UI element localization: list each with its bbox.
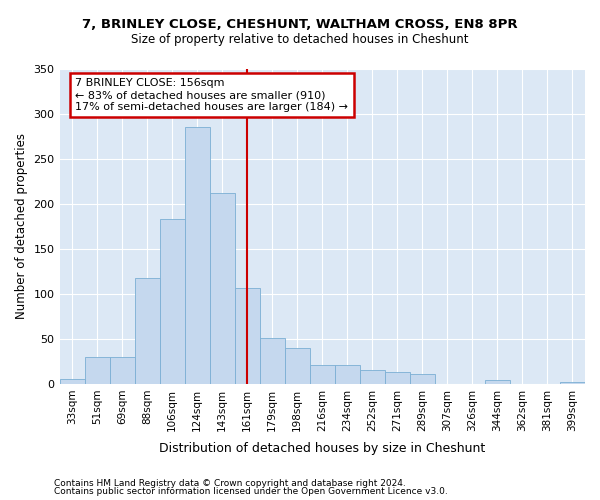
Y-axis label: Number of detached properties: Number of detached properties	[15, 134, 28, 320]
Bar	[310, 365, 335, 384]
Bar	[235, 288, 260, 384]
Bar	[385, 372, 410, 384]
Text: Contains public sector information licensed under the Open Government Licence v3: Contains public sector information licen…	[54, 487, 448, 496]
Bar	[560, 382, 585, 384]
Bar	[185, 128, 209, 384]
Bar	[160, 220, 185, 384]
Bar	[59, 380, 85, 384]
X-axis label: Distribution of detached houses by size in Cheshunt: Distribution of detached houses by size …	[159, 442, 485, 455]
Bar	[260, 338, 285, 384]
Bar	[110, 357, 134, 384]
Bar	[485, 380, 510, 384]
Text: 7, BRINLEY CLOSE, CHESHUNT, WALTHAM CROSS, EN8 8PR: 7, BRINLEY CLOSE, CHESHUNT, WALTHAM CROS…	[82, 18, 518, 30]
Bar	[85, 357, 110, 384]
Bar	[285, 348, 310, 384]
Bar	[335, 365, 360, 384]
Text: 7 BRINLEY CLOSE: 156sqm
← 83% of detached houses are smaller (910)
17% of semi-d: 7 BRINLEY CLOSE: 156sqm ← 83% of detache…	[76, 78, 349, 112]
Bar	[134, 278, 160, 384]
Bar	[360, 370, 385, 384]
Text: Size of property relative to detached houses in Cheshunt: Size of property relative to detached ho…	[131, 32, 469, 46]
Bar	[410, 374, 435, 384]
Text: Contains HM Land Registry data © Crown copyright and database right 2024.: Contains HM Land Registry data © Crown c…	[54, 478, 406, 488]
Bar	[209, 193, 235, 384]
